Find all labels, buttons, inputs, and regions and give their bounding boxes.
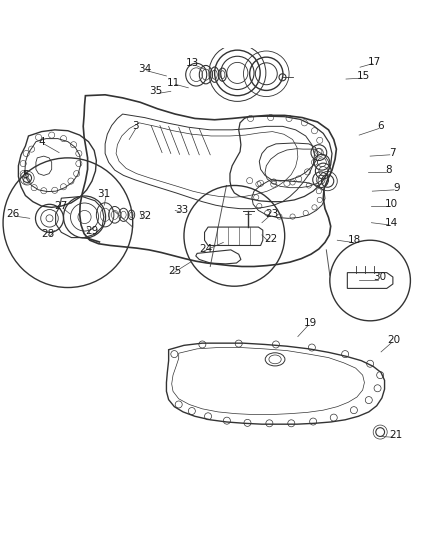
Text: 21: 21 <box>389 430 402 440</box>
Text: 10: 10 <box>385 199 398 209</box>
Text: 13: 13 <box>186 58 199 68</box>
Text: 7: 7 <box>389 148 396 158</box>
Text: 25: 25 <box>169 266 182 276</box>
Text: 3: 3 <box>132 122 139 131</box>
Text: 6: 6 <box>378 122 385 131</box>
Text: 15: 15 <box>357 71 370 81</box>
Text: 33: 33 <box>175 205 188 215</box>
Text: 28: 28 <box>42 229 55 239</box>
Text: 18: 18 <box>348 235 361 245</box>
Text: 31: 31 <box>97 189 110 199</box>
Text: 9: 9 <box>393 183 400 192</box>
Text: 17: 17 <box>368 56 381 67</box>
Text: 30: 30 <box>374 272 387 282</box>
Text: 26: 26 <box>7 209 20 219</box>
Text: 11: 11 <box>166 77 180 87</box>
Text: 20: 20 <box>388 335 401 345</box>
Text: 22: 22 <box>264 235 277 244</box>
Text: 29: 29 <box>85 227 99 237</box>
Text: 32: 32 <box>138 211 151 221</box>
Text: 14: 14 <box>385 217 398 228</box>
Text: 24: 24 <box>199 244 212 254</box>
Text: 35: 35 <box>149 86 162 96</box>
Text: 34: 34 <box>138 63 151 74</box>
Text: 23: 23 <box>265 209 278 219</box>
Text: 27: 27 <box>55 201 68 212</box>
Text: 8: 8 <box>385 165 392 175</box>
Text: 4: 4 <box>38 136 45 147</box>
Text: 5: 5 <box>22 169 29 180</box>
Text: 19: 19 <box>304 318 317 328</box>
